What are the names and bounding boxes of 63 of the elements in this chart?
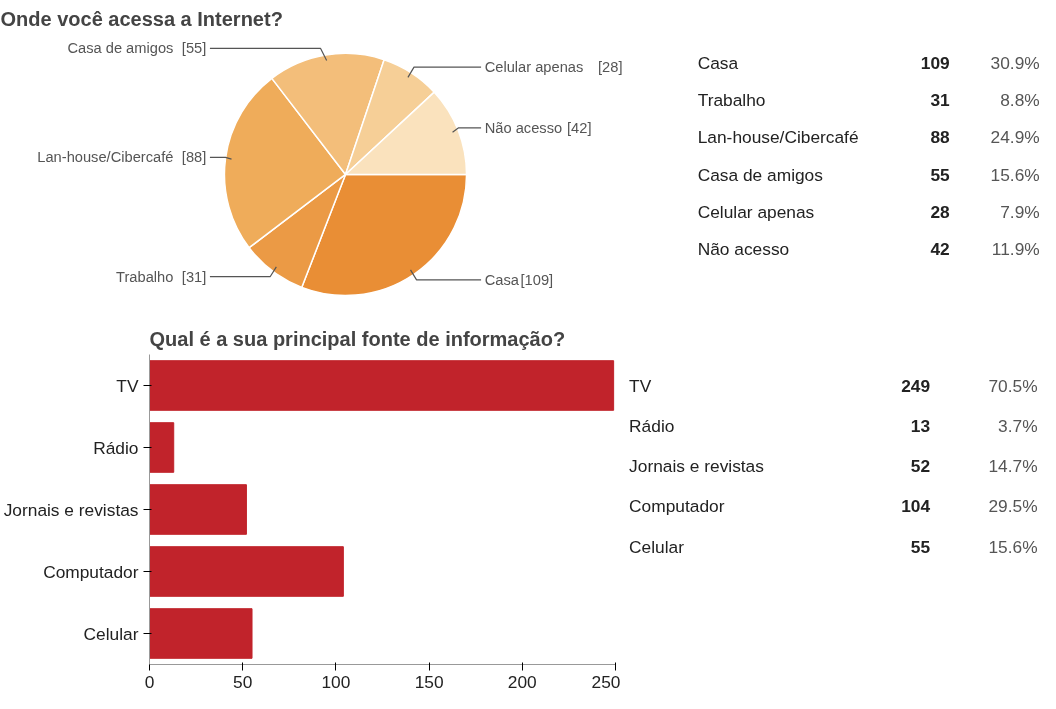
text: Casa de amigos (697, 164, 824, 185)
text: 52 (910, 456, 931, 477)
data-label: [88] (181, 149, 207, 166)
text: 15.6% (990, 164, 1040, 185)
text: 104 (901, 496, 931, 517)
x-tick-label: 150 (414, 671, 444, 692)
data-label: [55] (181, 40, 207, 57)
y-tick-label: Jornais e revistas (3, 499, 139, 520)
data-label: [28] (598, 59, 623, 76)
text: Não acesso (697, 239, 790, 259)
y-tick-label: Rádio (93, 437, 139, 458)
text: 7.9% (1000, 201, 1040, 222)
text: Celular apenas (697, 201, 815, 222)
text: TV (629, 375, 652, 396)
text: 88 (930, 127, 951, 148)
slice-label: Trabalho (116, 268, 174, 285)
data-label: [42] (567, 119, 592, 136)
y-tick-label: Computador (43, 561, 139, 582)
bar (149, 360, 615, 411)
text: 30.9% (990, 53, 1040, 74)
bar (149, 546, 344, 597)
text: 11.9% (991, 239, 1040, 259)
text: 55 (930, 164, 951, 185)
chart-title: Onde você acessa a Internet? (0, 7, 283, 30)
text: Rádio (629, 415, 675, 436)
text: 8.8% (1000, 90, 1040, 111)
data-label: [109] (520, 271, 554, 288)
x-tick-label: 200 (507, 671, 537, 692)
text: 249 (901, 375, 931, 396)
slice-label: Casa de amigos (67, 40, 174, 57)
text: 13 (910, 415, 931, 436)
slice-label: Celular apenas (484, 59, 584, 76)
slice-label: Lan-house/Cibercafé (37, 149, 174, 166)
text: 109 (920, 53, 950, 74)
chart-title: Qual é a sua principal fonte de informação? (149, 327, 566, 350)
slice-label: Não acesso (484, 119, 563, 136)
text: Lan-house/Cibercafé (697, 127, 859, 148)
text: Casa (697, 53, 739, 74)
text: Trabalho (697, 90, 766, 111)
x-tick-label: 50 (233, 671, 253, 692)
data-label: [31] (181, 268, 207, 285)
slice-label: Casa (484, 271, 520, 288)
text: Computador (629, 496, 725, 517)
bar (149, 484, 247, 535)
x-tick-label: 0 (144, 671, 155, 692)
text: 28 (930, 201, 951, 222)
text: Celular (629, 536, 685, 557)
text: 3.7% (998, 415, 1038, 436)
text: 55 (910, 536, 931, 557)
text: 29.5% (988, 496, 1038, 517)
y-tick-label: Celular (83, 623, 139, 644)
text: 24.9% (990, 127, 1040, 148)
y-tick-label: TV (116, 375, 139, 396)
text: 42 (930, 239, 950, 259)
text: 70.5% (988, 375, 1038, 396)
text: 15.6% (988, 536, 1038, 557)
text: Jornais e revistas (629, 456, 765, 477)
x-tick-label: 100 (321, 671, 351, 692)
bar (149, 608, 253, 659)
text: 31 (930, 90, 951, 111)
x-tick-label: 250 (591, 671, 621, 692)
bar (149, 422, 175, 473)
text: 14.7% (988, 456, 1038, 477)
